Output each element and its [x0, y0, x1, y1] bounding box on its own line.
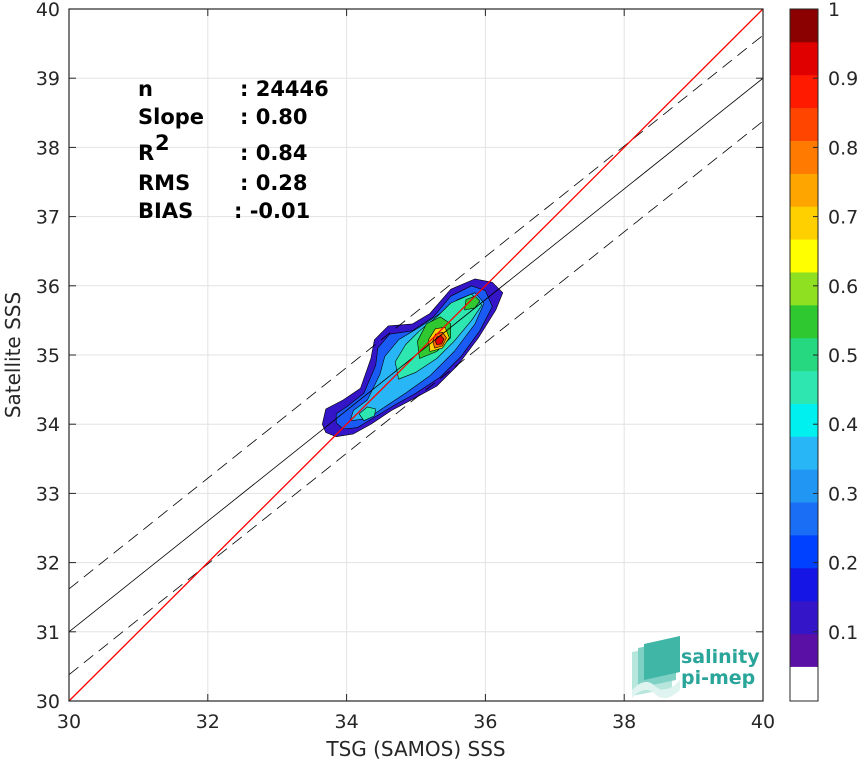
colorbar-segment-8 — [790, 403, 818, 437]
y-axis-label: Satellite SSS — [1, 292, 25, 418]
colorbar-segment-14 — [790, 206, 818, 240]
x-axis-ticks: 30 32 34 36 38 40 — [57, 9, 775, 733]
upper-confidence-line — [68, 34, 764, 590]
x-tick-label-1: 32 — [196, 711, 220, 733]
y-tick-label-0: 30 — [36, 691, 60, 713]
stat-key-0: n — [138, 77, 153, 101]
colorbar-segment-12 — [790, 271, 818, 306]
y-tick-label-6: 36 — [36, 276, 60, 298]
colorbar-segment-20 — [790, 9, 818, 43]
stat-value-1: : 0.80 — [240, 105, 308, 129]
stat-value-2: : 0.84 — [240, 141, 308, 165]
identity-line — [68, 8, 764, 702]
colorbar-segment-7 — [790, 436, 818, 470]
stat-value-4: : -0.01 — [234, 199, 310, 223]
colorbar-segment-11 — [790, 304, 818, 339]
colorbar-tick-label-8: 0.9 — [828, 68, 858, 90]
y-tick-label-4: 34 — [36, 414, 60, 436]
y-tick-label-9: 39 — [36, 68, 60, 90]
x-tick-label-0: 30 — [57, 711, 81, 733]
colorbar-tick-label-0: 0.1 — [828, 622, 858, 644]
colorbar-tick-label-2: 0.3 — [828, 483, 858, 505]
stat-key-3: RMS — [138, 171, 190, 195]
colorbar-tick-label-6: 0.7 — [828, 207, 858, 229]
stat-value-3: : 0.28 — [240, 171, 308, 195]
stat-key-1: Slope — [138, 105, 204, 129]
colorbar-segment-13 — [790, 239, 818, 273]
density-contour-8 — [358, 406, 376, 421]
reference-lines — [68, 8, 764, 702]
colorbar-segment-16 — [790, 140, 818, 174]
y-tick-label-5: 35 — [36, 345, 60, 367]
y-tick-label-2: 32 — [36, 553, 60, 575]
colorbar-tick-label-3: 0.4 — [828, 414, 858, 436]
stat-key-2: R — [138, 141, 154, 165]
colorbar-segment-2 — [790, 600, 818, 635]
logo-text-line2: pi-mep — [681, 667, 755, 689]
salinity-pi-mep-logo: salinity pi-mep — [632, 636, 760, 699]
colorbar-segment-6 — [790, 469, 818, 503]
x-tick-label-4: 38 — [612, 711, 636, 733]
density-contour-9 — [464, 295, 481, 311]
colorbar: 0.1 0.2 0.3 0.4 0.5 0.6 0.7 0.8 0.9 1 — [789, 0, 858, 702]
colorbar-segment-3 — [790, 567, 818, 602]
colorbar-tick-label-1: 0.2 — [828, 553, 858, 575]
colorbar-tick-label-7: 0.8 — [828, 137, 858, 159]
logo-text-line1: salinity — [681, 646, 760, 668]
y-tick-label-10: 40 — [36, 0, 60, 21]
lower-confidence-line — [68, 120, 764, 676]
colorbar-tick-label-5: 0.6 — [828, 276, 858, 298]
wave-logo-icon — [632, 636, 680, 699]
y-axis-ticks: 30 31 32 33 34 35 36 37 38 39 40 — [36, 0, 763, 713]
colorbar-segment-1 — [790, 633, 818, 667]
colorbar-segment-15 — [790, 173, 818, 207]
colorbar-segment-0 — [790, 666, 818, 702]
stat-key-4: BIAS — [138, 199, 193, 223]
colorbar-segment-18 — [790, 74, 818, 109]
colorbar-tick-label-4: 0.5 — [828, 345, 858, 367]
x-axis-label: TSG (SAMOS) SSS — [325, 737, 505, 761]
statistics-box: n : 24446 Slope : 0.80 R 2 : 0.84 RMS : 0.28 BIAS… — [138, 77, 329, 223]
colorbar-segment-5 — [790, 502, 818, 536]
colorbar-segment-19 — [790, 41, 818, 76]
y-tick-label-1: 31 — [36, 622, 60, 644]
colorbar-segment-17 — [790, 107, 818, 141]
x-tick-label-3: 36 — [473, 711, 497, 733]
colorbar-segment-10 — [790, 337, 818, 372]
y-tick-label-3: 33 — [36, 483, 60, 505]
x-tick-label-5: 40 — [751, 711, 775, 733]
stat-key-sup-2: 2 — [155, 131, 170, 155]
stat-value-0: : 24446 — [240, 77, 329, 101]
colorbar-tick-label-9: 1 — [828, 0, 840, 21]
x-tick-label-2: 34 — [335, 711, 359, 733]
y-tick-label-7: 37 — [36, 207, 60, 229]
colorbar-segment-4 — [790, 534, 818, 569]
colorbar-segment-9 — [790, 370, 818, 404]
y-tick-label-8: 38 — [36, 137, 60, 159]
